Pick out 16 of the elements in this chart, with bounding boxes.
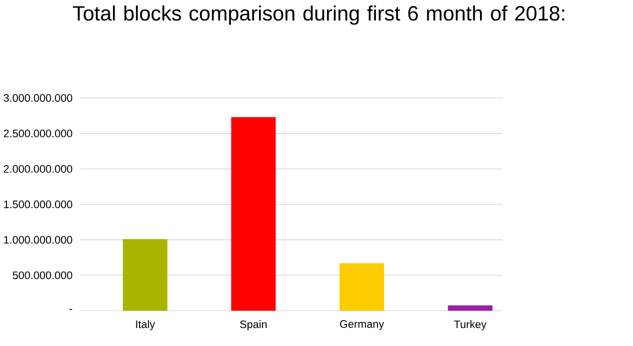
bar [231, 116, 276, 311]
bar [340, 263, 384, 311]
bar [448, 305, 492, 311]
y-tick-label: 2.500.000.000 [4, 129, 72, 138]
y-tick-label: 3.000.000.000 [4, 94, 72, 102]
y-tick-label: 1.500.000.000 [4, 200, 72, 208]
y-tick-label: - [70, 308, 72, 310]
x-tick-label: Turkey [454, 320, 487, 330]
y-tick-label: 1.000.000.000 [4, 236, 72, 244]
x-tick-label: Italy [136, 320, 156, 330]
bar [122, 238, 168, 311]
chart-title: Total blocks comparison during first 6 month of 2018: [72, 5, 564, 25]
y-tick-label: 500.000.000 [12, 271, 72, 279]
y-tick-label: 2.000.000.000 [4, 164, 72, 173]
x-tick-label: Spain [240, 320, 267, 330]
x-tick-label: Germany [340, 320, 384, 330]
